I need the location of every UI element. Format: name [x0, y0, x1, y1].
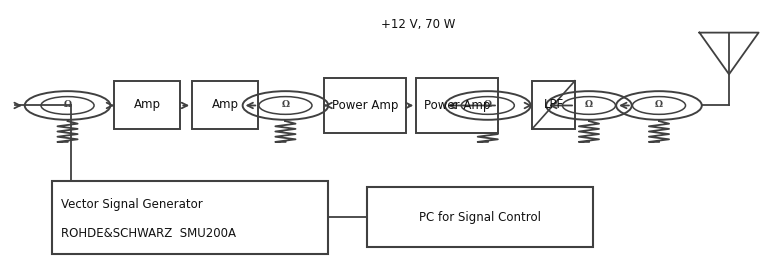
Text: Ω: Ω [63, 100, 72, 109]
Bar [52, 181, 328, 254]
Text: PC for Signal Control: PC for Signal Control [419, 211, 541, 224]
Text: Power Amp: Power Amp [424, 99, 490, 112]
Bar [114, 81, 180, 129]
Bar [324, 78, 406, 133]
Text: Ω: Ω [655, 100, 663, 109]
Text: Amp: Amp [212, 98, 239, 111]
Text: Ω: Ω [483, 100, 492, 109]
Text: Vector Signal Generator: Vector Signal Generator [62, 198, 203, 211]
Text: Ω: Ω [585, 100, 593, 109]
Text: Power Amp: Power Amp [332, 99, 398, 112]
Bar [532, 81, 575, 129]
Text: LPF: LPF [544, 98, 564, 111]
Text: ROHDE&SCHWARZ  SMU200A: ROHDE&SCHWARZ SMU200A [62, 227, 237, 240]
Bar [416, 78, 498, 133]
Text: +12 V, 70 W: +12 V, 70 W [380, 18, 455, 31]
Bar [367, 188, 593, 247]
Text: Amp: Amp [134, 98, 161, 111]
Bar [192, 81, 259, 129]
Text: Ω: Ω [281, 100, 290, 109]
